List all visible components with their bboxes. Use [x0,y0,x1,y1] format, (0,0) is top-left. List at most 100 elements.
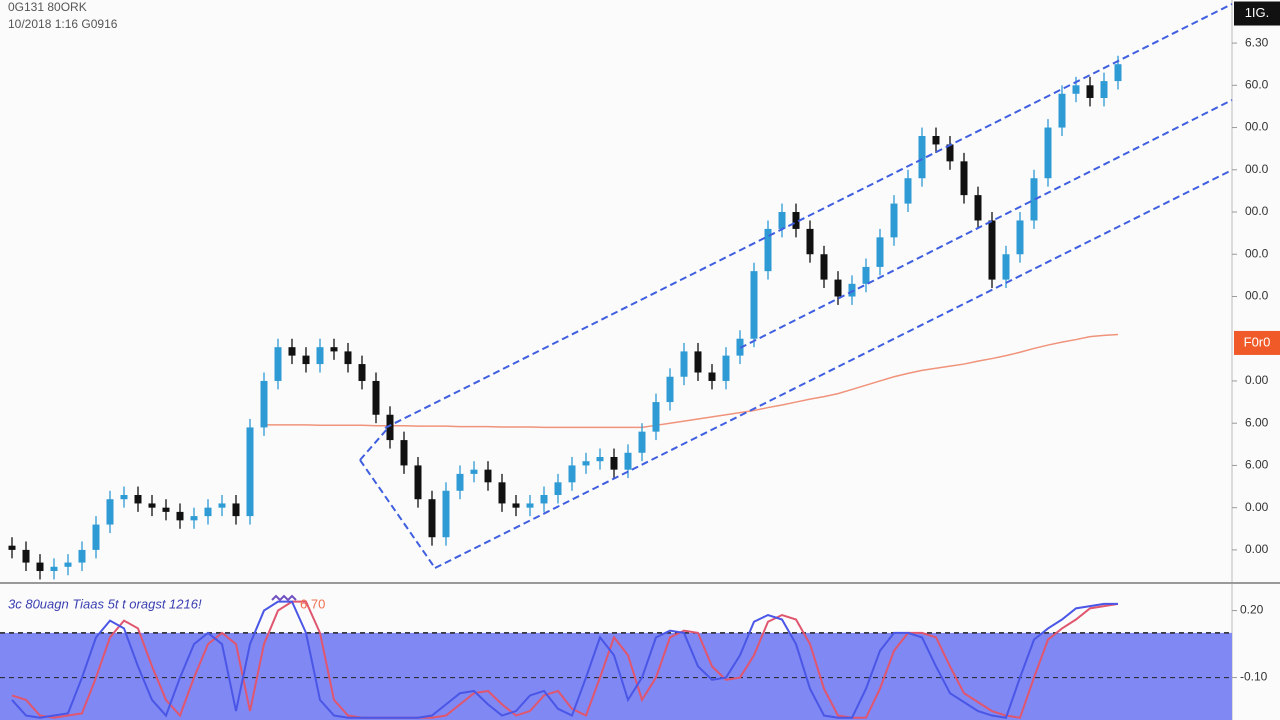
candle-body [722,355,730,381]
candle-body [330,347,338,352]
channel-lower [434,169,1233,569]
candle-body [36,562,44,572]
y-tick-label: 00.0 [1245,204,1269,218]
candle-body [428,499,436,538]
candle-body [750,271,758,339]
candle-body [162,507,170,512]
y-tick-label: 6.00 [1245,415,1269,429]
y-tick-label: 00.0 [1245,246,1269,260]
candle-body [848,283,856,297]
candle-body [232,503,240,517]
symbol: 0G131 80ORK [8,0,87,14]
y-tick-label: 6.30 [1245,35,1269,49]
candle-body [1086,85,1094,98]
candle-body [974,195,982,221]
candle-body [1100,81,1108,98]
candle-body [568,465,576,483]
candle-body [946,144,954,162]
candle-body [302,355,310,365]
candle-body [386,414,394,441]
candle-body [876,237,884,267]
candle-body [176,511,184,521]
candle-body [694,351,702,373]
candle-body [666,376,674,403]
price-panel: 0.00 0.00 6.00 6.00 0.00 00.0 00.0 00.0 00.0 00.0… [8,1,1280,580]
candle-body [820,254,828,280]
moving-average [264,333,1119,429]
candle-body [862,266,870,284]
candle-body [456,473,464,491]
price-badge [1234,330,1280,355]
candle-body [582,461,590,466]
candle-body [526,503,534,508]
candle-body [512,503,520,508]
candle-body [372,380,380,415]
candle-body [708,372,716,381]
price-badge-label: F0r0 [1244,334,1271,349]
candle-body [414,465,422,500]
candle-body [470,469,478,474]
candle-body [764,228,772,272]
indicator-value: 6.70 [300,596,325,611]
candle-body [624,452,632,470]
y-tick-label: 00.0 [1245,120,1269,134]
candle-body [78,549,86,563]
candle-body [540,494,548,504]
candle-body [1030,178,1038,221]
candle-body [218,503,226,508]
candle-body [22,549,30,563]
y-tick-label: 0.00 [1245,500,1269,514]
candle-body [344,351,352,365]
candle-body [652,402,660,432]
candle-body [792,212,800,229]
candle-body [274,347,282,381]
candle-body [50,566,58,572]
y-tick-label: 0.00 [1245,542,1269,556]
candle-body [806,228,814,255]
candle-body [204,507,212,517]
candle-body [316,347,324,365]
candle-body [554,482,562,495]
channel-drawing [359,3,1233,569]
oscillator-line [11,600,1118,719]
candle-body [918,135,926,179]
y-tick-label: 00.0 [1245,289,1269,303]
y-tick-label: -0.10 [1240,670,1268,684]
candle-body [596,456,604,462]
candle-body [288,347,296,356]
candle-body [246,427,254,517]
candle-body [260,380,268,428]
candle-body [904,178,912,204]
candle-body [778,212,786,229]
candle-body [1002,254,1010,280]
oscillator-line [11,600,1119,719]
header-info: 10/2018 1:16 G0916 [8,17,118,31]
y-tick-label: 6.00 [1245,458,1269,472]
candle-body [1016,220,1024,255]
candle-body [106,499,114,525]
channel-middle [739,99,1233,349]
candle-body [1058,93,1066,128]
candle-body [120,494,128,500]
candle-body [148,503,156,508]
candle-body [498,482,506,504]
candle-body [1044,127,1052,179]
candle-body [92,524,100,550]
indicator-icon [271,594,297,602]
candle-body [890,203,898,238]
candle-body [638,431,646,453]
candle-body [834,279,842,297]
candle-body [64,562,72,567]
candle-body [610,456,618,470]
candle-body [960,161,968,196]
channel-leg [359,427,389,461]
candle-body [442,490,450,538]
candle-body [1114,64,1122,82]
y-tick-label: 60.0 [1245,77,1269,91]
price-badge-label: 1IG. [1245,5,1270,20]
candle-body [8,545,16,550]
candle-body [988,220,996,280]
y-tick-label: 0.20 [1240,603,1264,617]
